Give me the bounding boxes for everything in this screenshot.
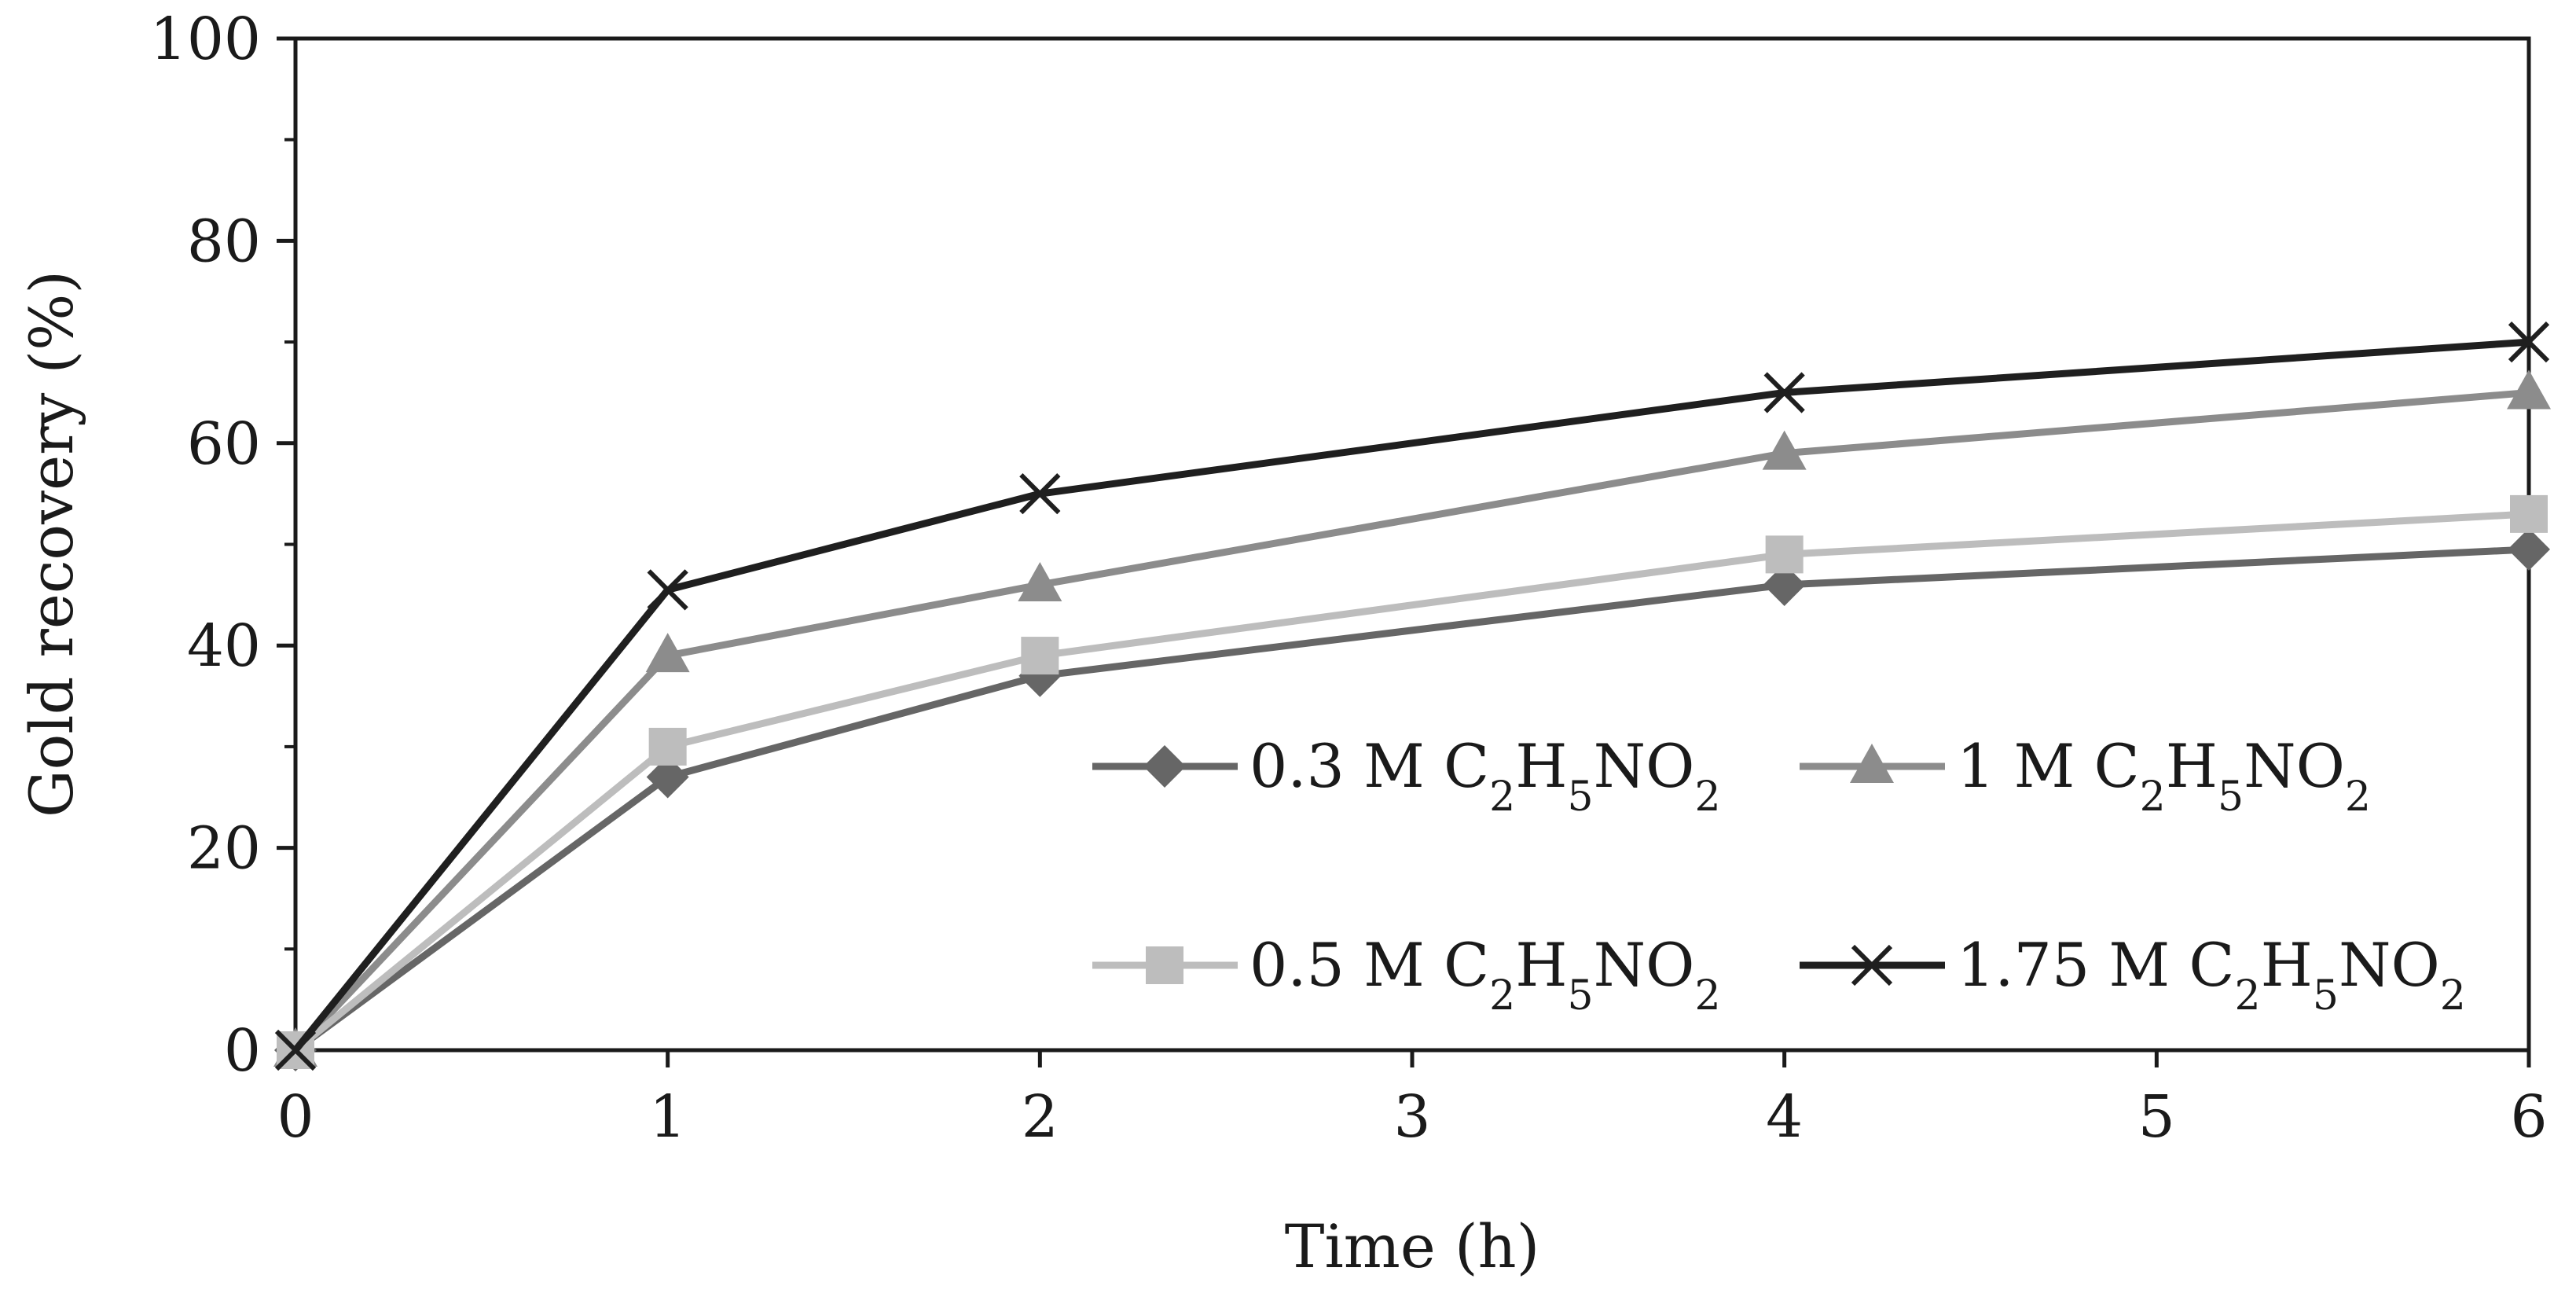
x-tick-label: 3: [1393, 1083, 1430, 1151]
data-point: [1763, 563, 1806, 606]
y-tick-label: 60: [187, 410, 261, 478]
data-point: [1018, 561, 1062, 601]
series-4: [274, 321, 2550, 1071]
legend-label: 0.5 M C2H5NO2: [1249, 930, 1721, 1020]
x-marker-stroke: [274, 1029, 317, 1071]
legend-entry: 0.3 M C2H5NO2: [1092, 731, 1721, 821]
x-tick-label: 0: [277, 1083, 314, 1151]
x-marker-stroke: [1019, 473, 1061, 515]
data-point: [1019, 473, 1061, 515]
data-point: [647, 569, 688, 611]
x-marker-stroke: [647, 569, 688, 611]
plot-area: [293, 36, 2531, 1053]
y-tick-label: 0: [224, 1017, 261, 1085]
y-axis: 0 20 40 60 80 100: [150, 6, 295, 1085]
legend-marker: [1146, 946, 1183, 984]
legend-entry: 0.5 M C2H5NO2: [1092, 930, 1721, 1020]
y-axis-title: Gold recovery (%): [17, 270, 86, 818]
data-point: [645, 633, 690, 673]
legend-entry: 1.75 M C2H5NO2: [1800, 930, 2466, 1020]
legend-marker: [1851, 944, 1893, 987]
data-point: [2508, 321, 2550, 363]
series-layer: [273, 321, 2551, 1071]
x-axis-title: Time (h): [1285, 1211, 1539, 1281]
x-tick-label: 2: [1022, 1083, 1059, 1151]
data-point: [1763, 372, 1805, 413]
data-point: [2508, 527, 2550, 571]
legend-entry: 1 M C2H5NO2: [1800, 731, 2371, 821]
legend-label: 0.3 M C2H5NO2: [1249, 731, 1721, 821]
x-marker-stroke: [2508, 321, 2550, 363]
data-point: [1765, 535, 1804, 574]
data-point: [1762, 430, 1807, 470]
data-point: [2507, 369, 2551, 410]
y-tick-label: 20: [187, 815, 261, 883]
x-marker-stroke: [1851, 944, 1893, 987]
series-3: [277, 494, 2548, 1069]
legend-marker: [1850, 744, 1894, 783]
legend: 0.3 M C2H5NO2 1 M C2H5NO2 0.5 M C2H5NO2 1.7…: [1092, 731, 2466, 1020]
x-marker-stroke: [1763, 372, 1805, 413]
data-point: [1021, 637, 1059, 675]
data-point: [648, 727, 687, 766]
y-tick-label: 100: [150, 6, 261, 73]
legend-marker: [1143, 745, 1186, 788]
x-tick-label: 1: [649, 1083, 686, 1151]
data-point: [274, 1029, 317, 1071]
x-tick-label: 5: [2138, 1083, 2175, 1151]
y-tick-label: 40: [187, 612, 261, 680]
x-axis: 0 1 2 3 4 5 6: [277, 1050, 2548, 1151]
legend-label: 1 M C2H5NO2: [1957, 731, 2371, 821]
data-point: [646, 755, 689, 799]
y-tick-label: 80: [187, 208, 261, 275]
legend-label: 1.75 M C2H5NO2: [1957, 930, 2466, 1020]
x-tick-label: 6: [2510, 1083, 2547, 1151]
data-point: [2510, 494, 2548, 533]
x-tick-label: 4: [1766, 1083, 1803, 1151]
